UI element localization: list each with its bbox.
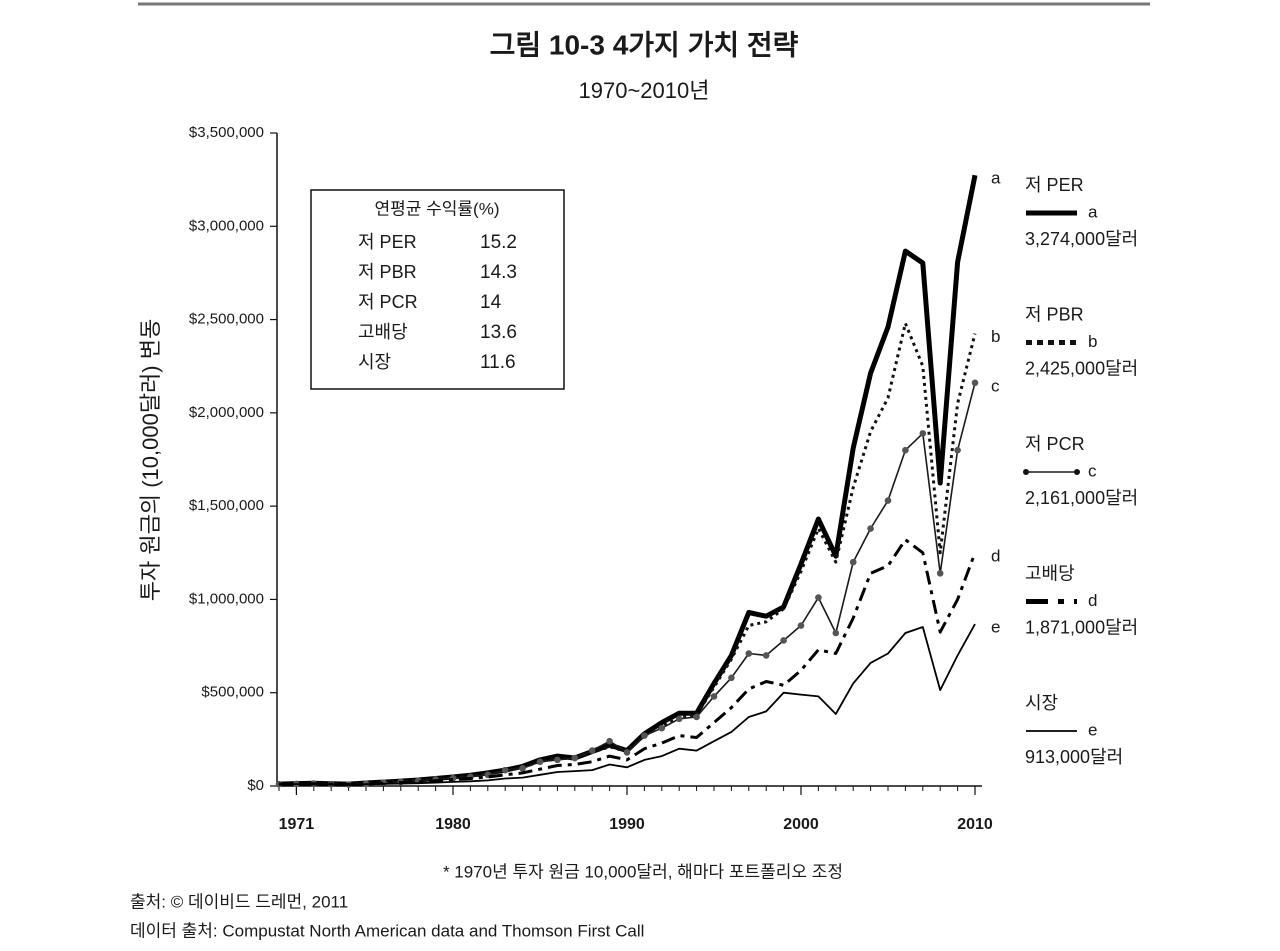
- series-marker: [606, 737, 613, 745]
- legend-value: 2,161,000달러: [1025, 488, 1138, 508]
- series-marker: [780, 637, 787, 644]
- returns-value: 14: [480, 292, 502, 313]
- source: 출처: © 데이비드 드레먼, 2011: [130, 892, 348, 911]
- series-marker: [658, 724, 666, 732]
- chart-title: 그림 10-3 4가지 가치 전략: [490, 29, 799, 60]
- series-marker: [919, 430, 927, 437]
- series-marker: [519, 764, 526, 772]
- y-tick-label: $3,500,000: [189, 124, 264, 141]
- legend-letter: c: [1088, 461, 1097, 480]
- series-marker: [675, 715, 683, 723]
- series-marker: [623, 749, 631, 756]
- returns-label: 시장: [358, 352, 391, 372]
- series-marker: [797, 622, 805, 629]
- series-marker: [884, 497, 892, 504]
- legend-value: 1,871,000달러: [1025, 617, 1138, 637]
- legend-name: 저 PBR: [1025, 304, 1084, 324]
- series-marker: [710, 693, 718, 700]
- series-line: [278, 321, 977, 786]
- returns-label: 저 PCR: [358, 292, 418, 312]
- legend-name: 저 PCR: [1025, 434, 1085, 454]
- series-marker: [745, 650, 753, 657]
- series-marker: [641, 732, 648, 739]
- series-line: [278, 538, 977, 786]
- series-marker: [728, 674, 735, 682]
- series-line: [279, 623, 976, 786]
- series-marker: [832, 629, 840, 637]
- series-marker: [849, 558, 857, 566]
- legend-letter: b: [1088, 332, 1097, 351]
- returns-title: 연평균 수익률(%): [374, 199, 499, 218]
- series-marker: [501, 766, 509, 774]
- legend-value: 3,274,000달러: [1025, 229, 1138, 249]
- series-marker: [554, 756, 561, 764]
- returns-value: 14.3: [480, 262, 517, 283]
- legend-letter: d: [1088, 591, 1097, 610]
- series-marker: [588, 747, 596, 754]
- end-letter: e: [991, 618, 1000, 637]
- returns-label: 저 PBR: [358, 262, 417, 282]
- series-marker: [971, 379, 979, 387]
- legend-marker: [1074, 469, 1080, 475]
- series-marker: [954, 446, 961, 454]
- series-marker: [571, 754, 579, 762]
- series-marker: [693, 713, 700, 721]
- y-tick-label: $1,500,000: [189, 497, 264, 514]
- returns-label: 고배당: [358, 322, 408, 342]
- series-marker: [867, 525, 874, 532]
- legend-name: 저 PER: [1025, 175, 1084, 195]
- y-tick-label: $3,000,000: [189, 217, 264, 234]
- series-marker: [536, 758, 544, 766]
- data-source: 데이터 출처: Compustat North American data an…: [130, 921, 644, 940]
- end-letter: a: [991, 169, 1001, 188]
- end-letter: c: [991, 376, 1000, 395]
- series-marker: [815, 594, 822, 601]
- returns-box: [310, 189, 565, 390]
- series-marker: [902, 446, 909, 454]
- legend-value: 2,425,000달러: [1025, 358, 1138, 378]
- legend-value: 913,000달러: [1025, 747, 1123, 767]
- end-letter: b: [991, 327, 1000, 346]
- returns-value: 13.6: [480, 322, 517, 343]
- returns-value: 11.6: [480, 352, 516, 373]
- x-tick-label: 1971: [279, 816, 315, 833]
- y-tick-label: $500,000: [201, 684, 264, 701]
- legend-letter: a: [1088, 202, 1098, 221]
- y-axis-label: 투자 원금의 (10,000달러) 변동: [138, 319, 163, 601]
- y-tick-label: $2,000,000: [189, 404, 264, 421]
- legend-name: 시장: [1025, 693, 1058, 713]
- legend-letter: e: [1088, 720, 1097, 739]
- footnote: * 1970년 투자 원금 10,000달러, 해마다 포트폴리오 조정: [443, 862, 843, 881]
- returns-value: 15.2: [480, 232, 517, 253]
- legend-name: 고배당: [1025, 563, 1075, 583]
- x-tick-label: 1980: [435, 816, 471, 833]
- y-tick-label: $0: [247, 777, 264, 794]
- x-tick-label: 2010: [957, 816, 993, 833]
- end-letter: d: [991, 546, 1000, 565]
- legend-marker: [1023, 469, 1029, 475]
- x-tick-label: 2000: [783, 816, 819, 833]
- returns-label: 저 PER: [358, 232, 417, 252]
- y-tick-label: $2,500,000: [189, 311, 264, 328]
- chart-subtitle: 1970~2010년: [579, 78, 710, 103]
- y-tick-label: $1,000,000: [189, 590, 264, 607]
- x-tick-label: 1990: [609, 816, 645, 833]
- series-marker: [936, 570, 944, 577]
- series-line: [278, 382, 976, 786]
- series-marker: [762, 652, 770, 659]
